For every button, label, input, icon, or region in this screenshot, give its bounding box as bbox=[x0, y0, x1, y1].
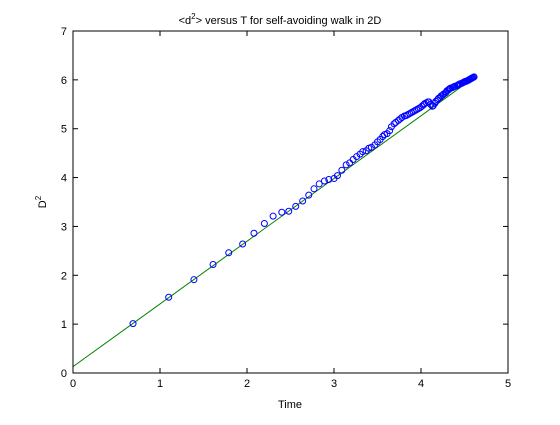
chart-title: <d2> versus T for self-avoiding walk in … bbox=[179, 12, 382, 27]
y-tick-label: 2 bbox=[61, 270, 67, 282]
y-tick-label: 4 bbox=[61, 173, 67, 185]
chart-title-main: <d bbox=[179, 15, 192, 27]
y-tick-label: 1 bbox=[61, 319, 67, 331]
fit-line bbox=[72, 76, 476, 368]
x-tick-label: 2 bbox=[244, 378, 250, 390]
axes-box bbox=[72, 30, 509, 374]
tick-layer: 0 1 2 3 4 5 0 1 2 3 4 5 6 7 bbox=[61, 26, 511, 390]
data-point bbox=[269, 212, 277, 220]
data-point bbox=[325, 176, 333, 184]
data-point bbox=[338, 166, 346, 174]
data-point bbox=[260, 219, 268, 227]
y-tick-label: 5 bbox=[61, 124, 67, 136]
data-point bbox=[190, 276, 198, 284]
data-point bbox=[315, 180, 323, 188]
data-point bbox=[165, 293, 173, 301]
y-axis-label-main: D bbox=[37, 200, 49, 208]
x-tick-label: 3 bbox=[331, 378, 337, 390]
data-point bbox=[305, 191, 313, 199]
y-tick-label: 3 bbox=[61, 221, 67, 233]
y-tick-label: 7 bbox=[61, 26, 67, 38]
y-axis-label-sup: 2 bbox=[34, 195, 43, 200]
x-tick-label: 0 bbox=[70, 378, 76, 390]
data-point bbox=[333, 172, 341, 180]
chart-title-sup: 2 bbox=[191, 12, 196, 21]
data-point bbox=[359, 148, 367, 156]
data-point bbox=[386, 127, 394, 135]
y-tick-label: 6 bbox=[61, 75, 67, 87]
data-point bbox=[250, 229, 258, 237]
data-point bbox=[390, 120, 398, 128]
x-tick-label: 5 bbox=[505, 378, 511, 390]
y-axis-label: D2 bbox=[34, 195, 49, 208]
data-point bbox=[292, 202, 300, 210]
data-point bbox=[239, 240, 247, 248]
chart-title-rest: > versus T for self-avoiding walk in 2D bbox=[196, 15, 382, 27]
plot-area bbox=[73, 31, 508, 373]
data-point bbox=[353, 153, 361, 161]
x-tick-label: 1 bbox=[157, 378, 163, 390]
data-point bbox=[320, 177, 328, 185]
y-tick-label: 0 bbox=[61, 368, 67, 380]
data-point bbox=[367, 143, 375, 151]
data-point bbox=[470, 73, 478, 81]
data-point bbox=[310, 185, 318, 193]
data-point bbox=[129, 320, 137, 328]
fit-line-layer bbox=[72, 76, 476, 368]
data-point bbox=[225, 249, 233, 257]
x-axis-label: Time bbox=[278, 399, 302, 411]
data-point bbox=[278, 208, 286, 216]
data-point bbox=[342, 161, 350, 169]
marker-layer bbox=[129, 73, 478, 328]
data-point bbox=[285, 207, 293, 215]
data-point bbox=[299, 197, 307, 205]
data-point bbox=[209, 261, 217, 269]
x-tick-label: 4 bbox=[418, 378, 424, 390]
